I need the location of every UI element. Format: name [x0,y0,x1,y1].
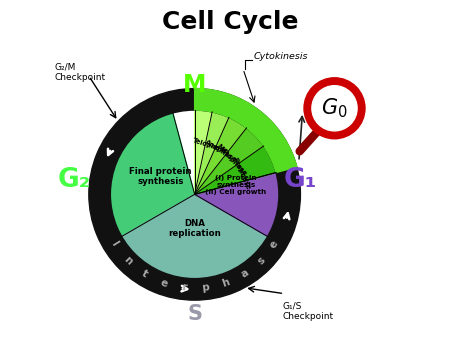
Wedge shape [110,113,195,237]
Text: Anaphase: Anaphase [204,139,238,164]
Text: G₁: G₁ [284,167,317,193]
Polygon shape [195,89,297,172]
Text: Cell Cycle: Cell Cycle [162,10,299,33]
Text: $G_0$: $G_0$ [321,96,348,120]
Wedge shape [122,194,268,279]
Text: Metaphase: Metaphase [215,143,248,177]
Text: G₂: G₂ [58,167,91,193]
Circle shape [304,78,365,139]
Text: p: p [201,282,209,293]
Wedge shape [195,112,229,194]
Text: Telophase: Telophase [192,138,229,155]
Text: a: a [239,268,250,280]
Text: r: r [181,283,187,293]
Text: Final protein
synthesis: Final protein synthesis [130,167,192,186]
Text: I: I [110,240,120,248]
Text: Cytokinesis: Cytokinesis [254,52,308,61]
Text: (i) Protein
synthesis
(ii) Cell growth: (i) Protein synthesis (ii) Cell growth [205,175,266,195]
Wedge shape [195,117,247,194]
Text: n: n [122,255,134,267]
Wedge shape [195,128,264,194]
Text: e: e [159,277,169,289]
Text: G₂/M
Checkpoint: G₂/M Checkpoint [55,63,106,82]
Text: s: s [255,255,267,266]
Wedge shape [195,146,276,194]
Wedge shape [89,89,301,300]
Circle shape [312,86,357,131]
Text: h: h [221,277,231,289]
Text: S: S [187,305,202,324]
Text: e: e [268,238,280,250]
Wedge shape [195,110,212,194]
Text: Prophase: Prophase [231,157,251,191]
Text: G₁/S
Checkpoint: G₁/S Checkpoint [283,301,334,321]
Text: DNA
replication: DNA replication [168,219,221,238]
Wedge shape [195,113,279,237]
Text: M: M [183,73,207,97]
Text: t: t [140,268,149,279]
